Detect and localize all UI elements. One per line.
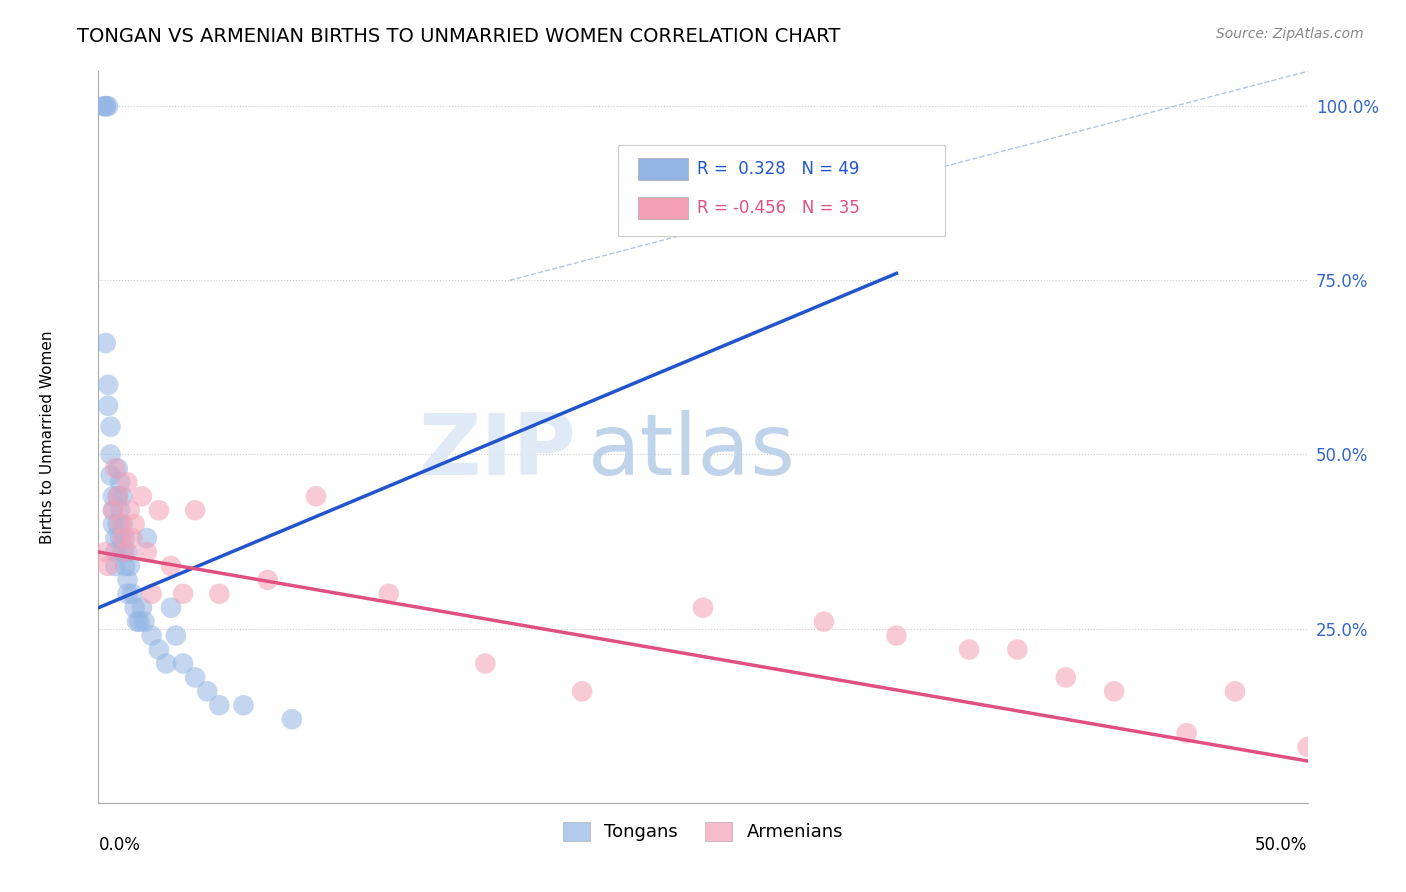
Point — [128, 615, 150, 629]
Point — [111, 489, 134, 503]
Text: Births to Unmarried Women: Births to Unmarried Women — [41, 330, 55, 544]
Point — [195, 684, 218, 698]
Point — [108, 475, 131, 490]
Point — [100, 468, 122, 483]
Point — [155, 657, 177, 671]
Point — [111, 545, 134, 559]
Point — [108, 517, 131, 532]
Point — [377, 587, 399, 601]
Point — [281, 712, 304, 726]
Point — [114, 531, 136, 545]
Point — [94, 99, 117, 113]
FancyBboxPatch shape — [638, 197, 688, 219]
Point — [692, 600, 714, 615]
Point — [100, 448, 122, 462]
Point — [117, 475, 139, 490]
Point — [474, 657, 496, 671]
Point — [121, 587, 143, 601]
Point — [172, 587, 194, 601]
Point — [107, 489, 129, 503]
Point — [118, 558, 141, 573]
Point — [160, 558, 183, 573]
Point — [886, 629, 908, 643]
Legend: Tongans, Armenians: Tongans, Armenians — [555, 814, 851, 848]
Point — [117, 573, 139, 587]
Point — [148, 503, 170, 517]
Text: R =  0.328   N = 49: R = 0.328 N = 49 — [697, 160, 859, 178]
Point — [104, 461, 127, 475]
Point — [184, 503, 207, 517]
Point — [813, 615, 835, 629]
Point — [117, 587, 139, 601]
Point — [101, 517, 124, 532]
Point — [305, 489, 328, 503]
Point — [1296, 740, 1319, 755]
Point — [117, 545, 139, 559]
Point — [957, 642, 980, 657]
Point — [108, 531, 131, 545]
Point — [111, 517, 134, 532]
Point — [114, 545, 136, 559]
Text: TONGAN VS ARMENIAN BIRTHS TO UNMARRIED WOMEN CORRELATION CHART: TONGAN VS ARMENIAN BIRTHS TO UNMARRIED W… — [77, 27, 841, 45]
Point — [94, 99, 117, 113]
Text: 50.0%: 50.0% — [1256, 836, 1308, 854]
Point — [124, 600, 146, 615]
Point — [121, 531, 143, 545]
Point — [107, 517, 129, 532]
Text: Source: ZipAtlas.com: Source: ZipAtlas.com — [1216, 27, 1364, 41]
Point — [101, 503, 124, 517]
Point — [1102, 684, 1125, 698]
FancyBboxPatch shape — [619, 145, 945, 235]
Point — [127, 615, 149, 629]
Point — [160, 600, 183, 615]
Point — [104, 545, 127, 559]
Text: ZIP: ZIP — [419, 410, 576, 493]
Point — [101, 503, 124, 517]
Point — [232, 698, 254, 713]
Point — [97, 558, 120, 573]
Point — [94, 545, 117, 559]
Text: R = -0.456   N = 35: R = -0.456 N = 35 — [697, 199, 860, 217]
Point — [135, 545, 157, 559]
Point — [1175, 726, 1198, 740]
Point — [1007, 642, 1029, 657]
Point — [104, 558, 127, 573]
Point — [141, 629, 163, 643]
Point — [256, 573, 278, 587]
Point — [111, 531, 134, 545]
Point — [97, 377, 120, 392]
Point — [97, 399, 120, 413]
Point — [114, 558, 136, 573]
Point — [100, 419, 122, 434]
Point — [135, 531, 157, 545]
Point — [141, 587, 163, 601]
Point — [101, 489, 124, 503]
Point — [131, 600, 153, 615]
Point — [107, 489, 129, 503]
Point — [108, 503, 131, 517]
FancyBboxPatch shape — [638, 158, 688, 179]
Text: 0.0%: 0.0% — [98, 836, 141, 854]
Point — [208, 698, 231, 713]
Text: atlas: atlas — [588, 410, 796, 493]
Point — [134, 615, 156, 629]
Point — [172, 657, 194, 671]
Point — [107, 461, 129, 475]
Point — [1223, 684, 1246, 698]
Point — [104, 531, 127, 545]
Point — [94, 336, 117, 351]
Point — [571, 684, 593, 698]
Point — [97, 99, 120, 113]
Point — [124, 517, 146, 532]
Point — [131, 489, 153, 503]
Point — [184, 670, 207, 684]
Point — [148, 642, 170, 657]
Point — [165, 629, 187, 643]
Point — [118, 503, 141, 517]
Point — [208, 587, 231, 601]
Point — [1054, 670, 1077, 684]
Point — [91, 99, 114, 113]
